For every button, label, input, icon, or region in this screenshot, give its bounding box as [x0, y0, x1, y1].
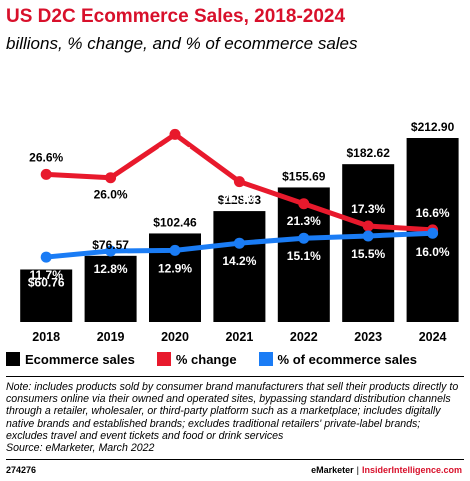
- share-label-2024: 16.0%: [416, 245, 450, 259]
- bar-label-2020: $102.46: [153, 215, 197, 229]
- share-point-2023: [362, 230, 374, 242]
- x-tick-label-2019: 2019: [97, 330, 125, 344]
- x-tick-label-2024: 2024: [419, 330, 447, 344]
- bar-label-2022: $155.69: [282, 169, 326, 183]
- bar-label-2023: $182.62: [347, 146, 391, 160]
- chart-legend: Ecommerce sales % change % of ecommerce …: [6, 350, 439, 368]
- share-label-2022: 15.1%: [287, 249, 321, 263]
- legend-label-percent-change: % change: [175, 351, 237, 367]
- change-label-2022: 21.3%: [287, 214, 321, 228]
- chart-id: 274276: [6, 465, 37, 475]
- x-tick-label-2020: 2020: [161, 330, 189, 344]
- note-divider: [6, 376, 464, 377]
- bars-layer: [20, 138, 459, 322]
- share-label-2019: 12.8%: [94, 262, 128, 276]
- legend-label-ecommerce-sales: Ecommerce sales: [25, 351, 135, 367]
- bar-label-2024: $212.90: [411, 120, 455, 134]
- bar-2018: [20, 269, 73, 322]
- points-layer: [40, 128, 439, 263]
- brand-insider-intelligence[interactable]: InsiderIntelligence.com: [361, 465, 462, 475]
- legend-item-ecommerce-sales: Ecommerce sales: [6, 352, 135, 367]
- share-point-2021: [233, 237, 245, 249]
- x-tick-label-2021: 2021: [225, 330, 253, 344]
- change-label-2021: 25.3%: [222, 192, 256, 206]
- share-point-2020: [169, 244, 181, 256]
- change-label-2020: 33.8%: [158, 144, 192, 158]
- change-label-2019: 26.0%: [94, 188, 128, 202]
- legend-item-percent-change: % change: [156, 351, 237, 367]
- bar-2019: [84, 255, 137, 322]
- bar-label-2021: $128.33: [218, 193, 262, 207]
- labels-layer: $60.76 2018 $76.57 2019 $102.46 2020 $128.33 20…: [28, 120, 455, 344]
- chart-note: Note: includes products sold by consumer…: [6, 381, 459, 455]
- share-point-2019: [105, 245, 117, 257]
- share-point-2022: [298, 232, 310, 244]
- change-point-2019: [105, 172, 117, 184]
- change-point-2020: [169, 128, 181, 140]
- footer-brand: eMarketer | InsiderIntelligence.com: [311, 465, 462, 475]
- share-label-2018: 11.7%: [30, 268, 64, 282]
- legend-item-percent-of-ecommerce: % of ecommerce sales: [258, 351, 418, 367]
- share-label-2020: 12.9%: [158, 261, 192, 275]
- x-tick-label-2022: 2022: [290, 330, 318, 344]
- share-label-2021: 14.2%: [222, 254, 256, 268]
- chart-svg: $60.76 2018 $76.57 2019 $102.46 2020 $128.33 20…: [20, 120, 459, 344]
- change-point-2023: [362, 220, 374, 232]
- legend-swatch-ecommerce-sales: [6, 352, 20, 366]
- change-point-2021: [233, 176, 245, 188]
- share-point-2024: [427, 227, 439, 239]
- footer-divider: [6, 459, 464, 460]
- x-tick-label-2023: 2023: [354, 330, 382, 344]
- bar-2021: [213, 211, 266, 322]
- chart-title: US D2C Ecommerce Sales, 2018-2024: [6, 6, 346, 27]
- brand-emarketer[interactable]: eMarketer: [311, 465, 354, 475]
- change-point-2018: [40, 168, 52, 180]
- bar-label-2019: $76.57: [92, 238, 129, 252]
- change-label-2018: 26.6%: [29, 150, 63, 164]
- chart-area: $60.76 2018 $76.57 2019 $102.46 2020 $128.33 20…: [0, 60, 470, 376]
- change-label-2024: 16.6%: [416, 206, 450, 220]
- legend-swatch-percent-of-ecommerce: [258, 352, 273, 366]
- bar-label-2018: $60.76: [28, 275, 65, 289]
- brand-separator: |: [356, 465, 359, 475]
- change-label-2023: 17.3%: [351, 202, 385, 216]
- change-point-2022: [298, 198, 310, 210]
- share-label-2023: 15.5%: [351, 247, 385, 261]
- chart-subtitle: billions, % change, and % of ecommerce s…: [6, 34, 358, 53]
- bar-2023: [342, 164, 395, 322]
- x-tick-label-2018: 2018: [32, 330, 60, 344]
- legend-swatch-percent-change: [156, 352, 171, 366]
- share-point-2018: [40, 251, 52, 263]
- legend-label-percent-of-ecommerce: % of ecommerce sales: [277, 351, 418, 367]
